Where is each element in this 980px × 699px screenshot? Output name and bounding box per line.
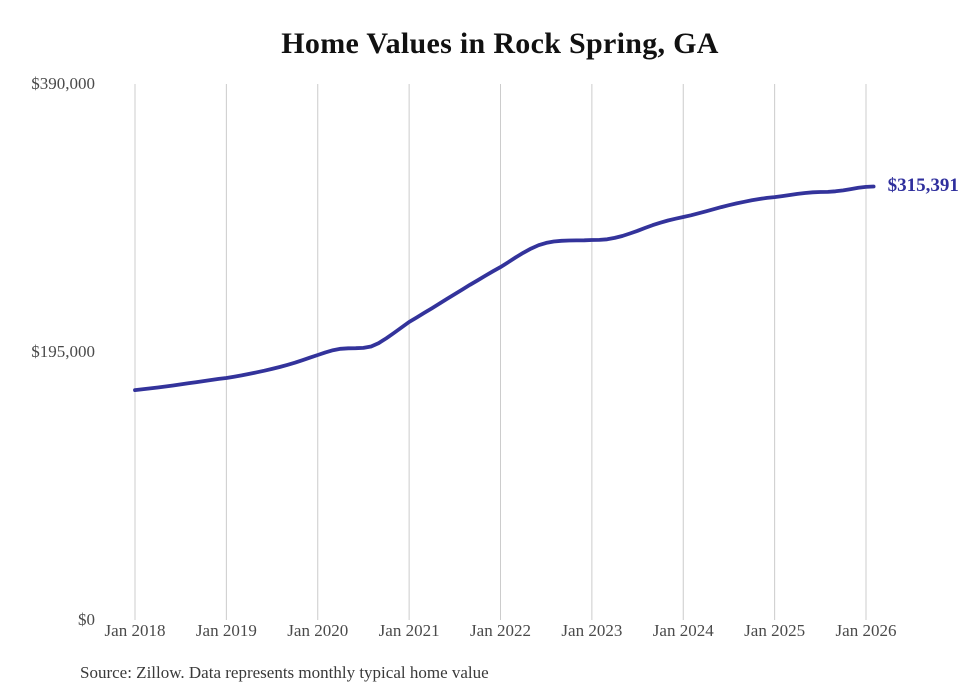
x-tick-label: Jan 2023 [561,621,623,640]
x-tick-label: Jan 2019 [195,621,257,640]
y-tick-label: $195,000 [31,342,95,361]
home-value-line-series [133,184,876,392]
x-tick-label: Jan 2025 [744,621,806,640]
chart-title: Home Values in Rock Spring, GA [281,27,719,60]
x-tick-label: Jan 2024 [652,621,714,640]
x-tick-label: Jan 2026 [835,621,897,640]
y-tick-label: $0 [78,610,95,629]
x-tick-label: Jan 2022 [470,621,531,640]
x-tick-label: Jan 2018 [104,621,166,640]
x-tick-label: Jan 2021 [378,621,440,640]
y-tick-label: $390,000 [31,74,95,93]
x-tick-label: Jan 2020 [287,621,349,640]
source-note: Source: Zillow. Data represents monthly … [80,663,489,682]
latest-value-annotation: $315,391 [887,174,959,196]
